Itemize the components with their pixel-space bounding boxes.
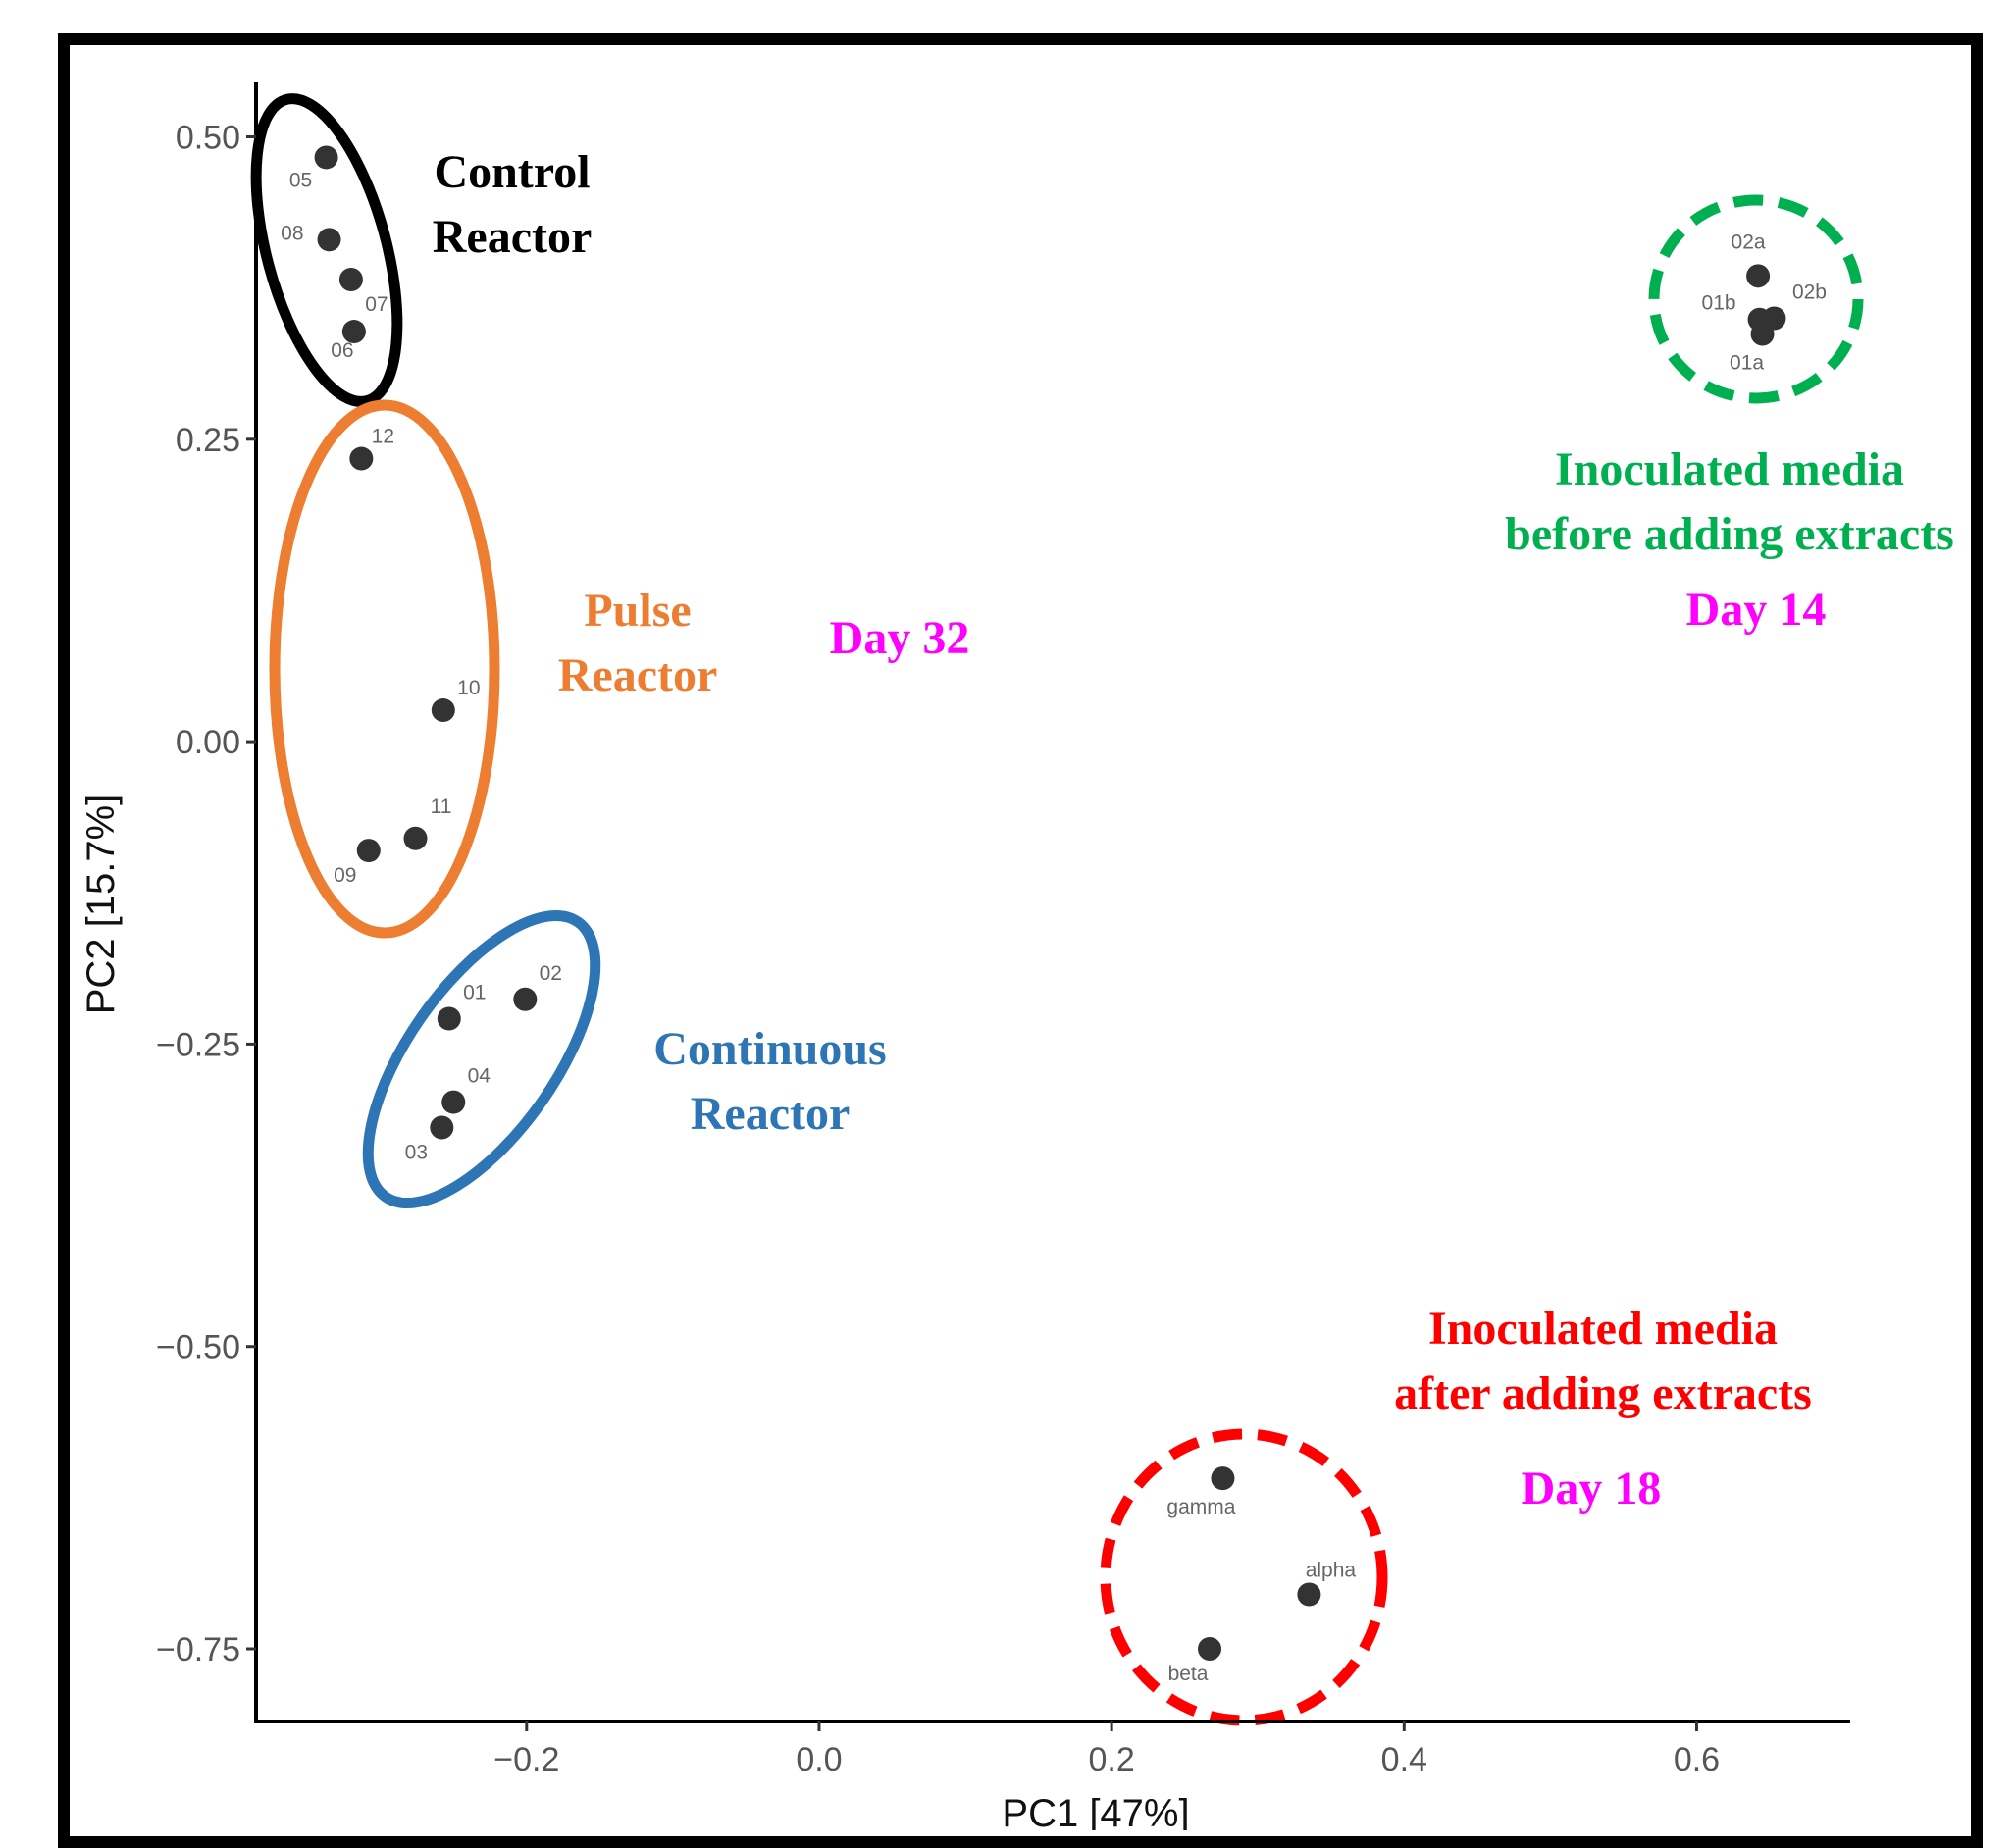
x-axis-title: PC1 [47%]	[1002, 1792, 1189, 1830]
annotations: Control Reactor Pulse Reactor Continuous Reac…	[433, 146, 1954, 1514]
y-tick-label: −0.25	[156, 1026, 240, 1063]
continuous-outline	[362, 909, 601, 1209]
point-04	[441, 1090, 466, 1114]
point-label: 02a	[1732, 231, 1766, 253]
point-label: 10	[457, 677, 480, 699]
point-label: beta	[1168, 1663, 1209, 1685]
after-extracts-label: after adding extracts	[1394, 1367, 1812, 1419]
point-label: gamma	[1166, 1496, 1235, 1518]
day14-label: Day 14	[1686, 584, 1827, 636]
point-label: 01b	[1702, 292, 1736, 315]
after-outline	[1100, 1428, 1388, 1726]
continuous-reactor-label: Reactor	[691, 1088, 851, 1140]
control-outline	[250, 93, 403, 407]
point-label: 03	[405, 1141, 428, 1163]
point-label: 08	[281, 222, 303, 244]
point-label: 05	[289, 169, 312, 191]
point-beta	[1198, 1637, 1222, 1662]
x-tick-label: −0.2	[493, 1741, 559, 1778]
point-gamma	[1211, 1466, 1235, 1491]
point-label: 11	[431, 796, 452, 818]
after-extracts-label: Inoculated media	[1428, 1303, 1778, 1355]
point-label: 04	[468, 1065, 491, 1088]
point-alpha	[1297, 1582, 1321, 1607]
point-05	[314, 145, 338, 170]
before-extracts-label: Inoculated media	[1555, 443, 1904, 495]
point-10	[431, 698, 455, 723]
point-label: 01	[463, 982, 486, 1004]
point-label: 09	[334, 864, 356, 887]
cluster-outlines	[250, 93, 1864, 1726]
before-outline	[1648, 194, 1864, 404]
data-points: 05 08 07 06 12 10 11 09 02 01 04 03 02a 01b 02b 01a gamm…	[281, 145, 1827, 1685]
control-reactor-label: Control	[434, 146, 590, 198]
point-09	[356, 839, 381, 863]
x-tick-label: 0.0	[796, 1741, 842, 1778]
x-tick-label: 0.6	[1674, 1741, 1720, 1778]
pulse-outline	[269, 399, 500, 939]
x-tick-label: 0.2	[1089, 1741, 1135, 1778]
pulse-reactor-label: Pulse	[584, 585, 691, 637]
day32-label: Day 32	[830, 612, 970, 664]
control-reactor-label: Reactor	[433, 211, 593, 263]
point-label: 01a	[1730, 352, 1764, 375]
point-02a	[1746, 264, 1771, 288]
pulse-reactor-label: Reactor	[558, 649, 718, 701]
point-12	[349, 446, 374, 471]
point-01	[437, 1006, 461, 1031]
continuous-reactor-label: Continuous	[653, 1023, 886, 1075]
point-11	[403, 826, 428, 850]
point-label: 12	[372, 426, 394, 448]
point-label: 07	[365, 293, 388, 316]
y-tick-label: 0.25	[176, 422, 240, 459]
point-label: 02	[540, 962, 562, 985]
x-tick-label: 0.4	[1381, 1741, 1427, 1778]
point-08	[317, 228, 341, 252]
day18-label: Day 18	[1522, 1463, 1662, 1514]
point-01a	[1750, 322, 1775, 346]
y-tick-label: 0.00	[176, 724, 240, 761]
before-extracts-label: before adding extracts	[1505, 508, 1954, 560]
point-02	[513, 987, 538, 1011]
axis-ticks: −0.2 0.0 0.2 0.4 0.6 0.50 0.25 0.00 −0.25 −0.50 −0…	[156, 119, 1720, 1778]
point-07	[338, 268, 363, 292]
axes	[254, 82, 1850, 1723]
point-label: alpha	[1306, 1560, 1357, 1582]
point-06	[341, 320, 366, 344]
point-03	[430, 1115, 454, 1140]
y-tick-label: 0.50	[176, 119, 240, 156]
point-label: 06	[331, 339, 353, 362]
y-tick-label: −0.75	[156, 1631, 240, 1668]
point-label: 02b	[1792, 281, 1827, 303]
y-axis-title: PC2 [15.7%]	[79, 795, 123, 1015]
y-tick-label: −0.50	[156, 1329, 240, 1366]
